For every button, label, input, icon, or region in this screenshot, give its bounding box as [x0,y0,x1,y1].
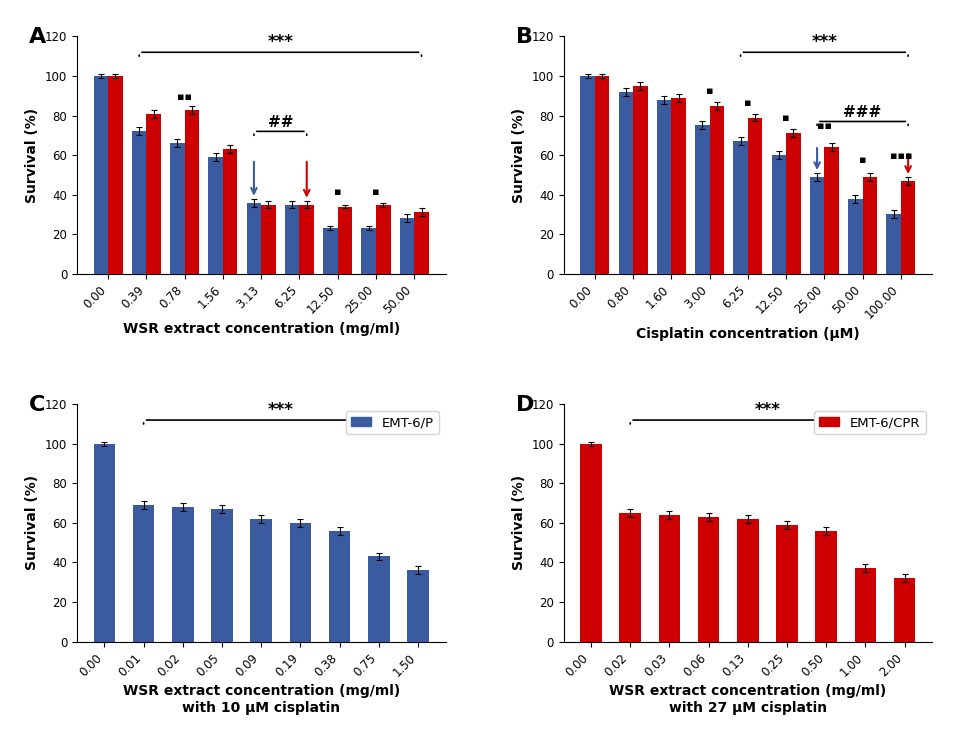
Bar [211,509,233,642]
Text: ▪: ▪ [782,114,790,123]
Bar [748,117,762,273]
Legend: EMT-6/P, EMT-6/CPR: EMT-6/P, EMT-6/CPR [646,404,850,428]
Y-axis label: Survival (%): Survival (%) [25,108,39,203]
Text: ▪▪: ▪▪ [817,121,832,131]
Bar [361,228,376,273]
Bar [620,513,641,642]
Legend: EMT-6/P, EMT-CPR: EMT-6/P, EMT-CPR [165,404,357,428]
Bar [776,525,798,642]
Bar [854,569,876,642]
Bar [368,556,389,642]
Text: ***: *** [267,34,293,51]
Legend: EMT-6/CPR: EMT-6/CPR [814,411,925,434]
Bar [261,205,276,273]
Text: ▪: ▪ [334,187,341,197]
Bar [209,157,223,273]
Text: A: A [29,27,46,47]
Bar [633,86,648,273]
Bar [737,519,758,642]
Bar [672,98,686,273]
Bar [133,505,155,642]
Bar [251,519,272,642]
Bar [619,92,633,273]
Bar [900,181,916,273]
Bar [810,177,825,273]
Bar [223,149,237,273]
Y-axis label: Survival (%): Survival (%) [25,475,39,570]
Bar [284,205,300,273]
Bar [247,203,261,273]
Bar [400,219,414,273]
Bar [848,198,863,273]
Bar [709,106,725,273]
Bar [172,507,193,642]
Text: ###: ### [844,106,882,120]
Bar [580,444,602,642]
Text: ▪: ▪ [744,98,752,108]
Bar [863,177,877,273]
Bar [825,147,839,273]
Bar [816,531,837,642]
Bar [93,76,109,273]
Bar [414,212,429,273]
Bar [698,517,720,642]
Text: ▪: ▪ [705,86,713,95]
Bar [786,133,801,273]
Bar [289,523,311,642]
X-axis label: WSR extract concentration (mg/ml)
with 27 μM cisplatin: WSR extract concentration (mg/ml) with 2… [609,685,886,714]
Bar [595,76,609,273]
Text: D: D [516,394,534,415]
Text: ▪▪: ▪▪ [177,92,192,102]
Y-axis label: Survival (%): Survival (%) [512,108,526,203]
Text: ***: *** [268,401,294,419]
Bar [170,143,185,273]
Bar [132,131,146,273]
Legend: EMT-6/P: EMT-6/P [346,411,439,434]
X-axis label: Cisplatin concentration (μM): Cisplatin concentration (μM) [636,327,860,341]
Text: B: B [516,27,532,47]
Bar [93,444,115,642]
Text: ▪: ▪ [372,187,380,197]
Text: ***: *** [811,34,837,51]
Bar [695,125,709,273]
Text: ##: ## [267,115,293,130]
Bar [658,515,680,642]
Text: C: C [29,394,45,415]
Bar [323,228,337,273]
Bar [894,578,916,642]
Bar [337,206,353,273]
Bar [580,76,595,273]
Y-axis label: Survival (%): Survival (%) [512,475,526,570]
Bar [376,205,390,273]
Bar [109,76,123,273]
Bar [146,114,161,273]
Bar [300,205,314,273]
Text: ***: *** [754,401,780,419]
X-axis label: WSR extract concentration (mg/ml): WSR extract concentration (mg/ml) [123,322,400,336]
Bar [185,109,199,273]
Bar [772,155,786,273]
Bar [733,141,748,273]
Bar [656,100,672,273]
Text: ▪: ▪ [859,155,867,165]
Bar [329,531,351,642]
Bar [886,214,900,273]
Bar [407,570,429,642]
X-axis label: WSR extract concentration (mg/ml)
with 10 μM cisplatin: WSR extract concentration (mg/ml) with 1… [123,685,400,714]
Text: ▪▪▪: ▪▪▪ [890,151,912,161]
